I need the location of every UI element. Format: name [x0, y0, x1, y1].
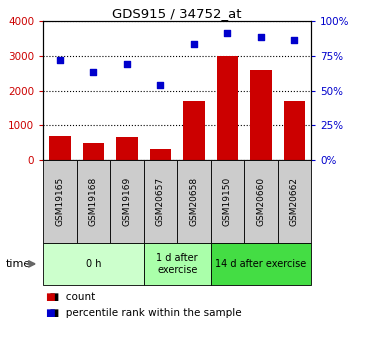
- Bar: [76, 160, 110, 243]
- Bar: [82, 143, 104, 160]
- Text: ■  percentile rank within the sample: ■ percentile rank within the sample: [43, 308, 242, 318]
- Bar: [49, 136, 71, 160]
- Text: GSM20657: GSM20657: [156, 177, 165, 226]
- Bar: [144, 243, 211, 285]
- Text: GSM20662: GSM20662: [290, 177, 299, 226]
- Bar: [43, 243, 144, 285]
- Text: 14 d after exercise: 14 d after exercise: [215, 259, 307, 269]
- Text: GSM19150: GSM19150: [223, 177, 232, 226]
- Bar: [278, 160, 311, 243]
- Text: ■  count: ■ count: [43, 292, 95, 302]
- Point: [158, 82, 164, 88]
- Bar: [110, 160, 144, 243]
- Point: [225, 30, 231, 36]
- Text: GSM20660: GSM20660: [256, 177, 265, 226]
- Point: [291, 38, 297, 43]
- Bar: [116, 137, 138, 160]
- Text: GSM19168: GSM19168: [89, 177, 98, 226]
- Point: [57, 57, 63, 62]
- Text: time: time: [6, 259, 31, 269]
- Bar: [150, 149, 171, 160]
- Text: 0 h: 0 h: [86, 259, 101, 269]
- Bar: [217, 56, 238, 160]
- Bar: [211, 160, 244, 243]
- Point: [90, 70, 96, 75]
- Bar: [43, 160, 76, 243]
- Bar: [284, 101, 305, 160]
- Text: GSM20658: GSM20658: [189, 177, 198, 226]
- Point: [191, 42, 197, 47]
- Bar: [144, 160, 177, 243]
- Text: 1 d after
exercise: 1 d after exercise: [156, 253, 198, 275]
- Text: ■: ■: [45, 308, 55, 318]
- Text: ■: ■: [45, 292, 55, 302]
- Bar: [244, 160, 278, 243]
- Text: GSM19169: GSM19169: [122, 177, 131, 226]
- Bar: [183, 101, 205, 160]
- Bar: [211, 243, 311, 285]
- Text: GSM19165: GSM19165: [56, 177, 64, 226]
- Point: [124, 61, 130, 67]
- Bar: [250, 70, 272, 160]
- Title: GDS915 / 34752_at: GDS915 / 34752_at: [112, 7, 242, 20]
- Point: [258, 35, 264, 40]
- Bar: [177, 160, 211, 243]
